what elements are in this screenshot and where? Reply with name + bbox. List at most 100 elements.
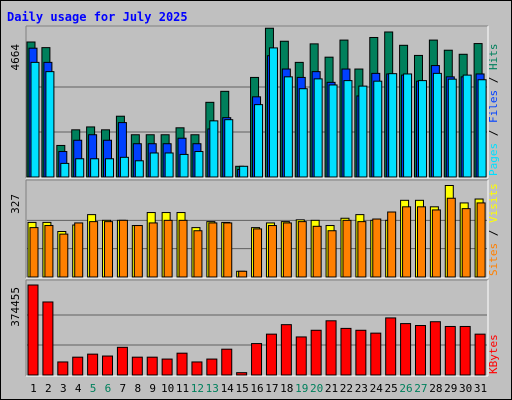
bar-kbytes-kbytes-10 — [161, 358, 173, 376]
bar-hits-pages-7 — [119, 156, 129, 178]
bar-hits-pages-28 — [432, 72, 442, 178]
bar-hits-pages-9 — [149, 152, 159, 178]
legend-visits-part-2: Visits — [487, 183, 500, 223]
bar-hits-pages-30 — [462, 74, 472, 178]
bar-visits-sites-30 — [461, 208, 471, 278]
bar-hits-pages-26 — [403, 73, 413, 178]
bar-visits-sites-28 — [431, 209, 441, 278]
bar-hits-pages-17 — [268, 47, 278, 178]
bar-visits-sites-23 — [357, 221, 367, 278]
bar-kbytes-kbytes-14 — [221, 348, 233, 376]
x-tick-23: 23 — [355, 382, 368, 395]
bar-visits-sites-9 — [148, 222, 158, 278]
bar-kbytes-kbytes-15 — [236, 372, 248, 376]
bar-kbytes-kbytes-27 — [414, 325, 426, 376]
bar-kbytes-kbytes-19 — [295, 336, 307, 376]
bar-kbytes-kbytes-4 — [72, 356, 84, 376]
bar-kbytes-kbytes-6 — [102, 355, 114, 376]
bar-visits-sites-6 — [104, 221, 114, 278]
bar-visits-sites-20 — [312, 225, 322, 278]
bar-kbytes-kbytes-2 — [42, 301, 54, 376]
x-tick-12: 12 — [191, 382, 204, 395]
bar-hits-pages-25 — [388, 73, 398, 178]
bar-hits-pages-12 — [194, 151, 204, 178]
bar-kbytes-kbytes-21 — [325, 320, 337, 376]
x-tick-7: 7 — [120, 382, 127, 395]
bar-kbytes-kbytes-31 — [474, 333, 486, 376]
legend-visits-part-1: / — [487, 223, 500, 243]
bar-visits-sites-19 — [297, 221, 307, 278]
bar-hits-pages-13 — [209, 120, 219, 178]
bar-kbytes-kbytes-1 — [27, 284, 39, 376]
x-tick-13: 13 — [206, 382, 219, 395]
bar-kbytes-kbytes-11 — [176, 352, 188, 376]
legend-hits-part-2: Files — [487, 90, 500, 123]
bar-hits-pages-8 — [134, 160, 144, 178]
bar-hits-pages-6 — [105, 158, 115, 178]
bar-visits-sites-29 — [446, 197, 456, 278]
bar-visits-sites-31 — [476, 202, 486, 278]
bar-hits-pages-21 — [328, 84, 338, 178]
bar-visits-sites-24 — [372, 218, 382, 278]
legend-visits-part-0: Sites — [487, 243, 500, 276]
bar-hits-pages-3 — [60, 162, 70, 178]
x-tick-30: 30 — [459, 382, 472, 395]
x-tick-25: 25 — [385, 382, 398, 395]
bar-kbytes-kbytes-16 — [251, 343, 263, 376]
x-tick-27: 27 — [414, 382, 427, 395]
bar-hits-pages-11 — [179, 153, 189, 178]
bar-kbytes-kbytes-5 — [87, 353, 99, 376]
bar-visits-sites-22 — [342, 219, 352, 278]
bar-visits-sites-3 — [59, 233, 69, 278]
bar-visits-sites-21 — [327, 230, 337, 278]
bar-kbytes-kbytes-24 — [370, 332, 382, 376]
bar-hits-pages-29 — [447, 78, 457, 178]
x-tick-18: 18 — [280, 382, 293, 395]
bar-visits-sites-12 — [193, 230, 203, 278]
legend-hits: Pages / Files / Hits — [487, 44, 500, 177]
x-tick-29: 29 — [444, 382, 457, 395]
bar-visits-sites-7 — [118, 219, 128, 278]
x-tick-19: 19 — [295, 382, 308, 395]
bar-hits-pages-20 — [313, 78, 323, 178]
bar-kbytes-kbytes-23 — [355, 329, 367, 376]
bar-kbytes-kbytes-28 — [429, 321, 441, 376]
bar-visits-sites-1 — [29, 227, 39, 278]
bar-visits-sites-10 — [163, 219, 173, 278]
legend-hits-part-1: / — [487, 123, 500, 143]
legend-hits-part-4: Hits — [487, 44, 500, 71]
bar-kbytes-kbytes-12 — [191, 361, 203, 376]
bar-kbytes-kbytes-29 — [444, 325, 456, 376]
ymax-label-visits: 327 — [9, 194, 22, 214]
bar-kbytes-kbytes-25 — [385, 317, 397, 376]
legend-kbytes-part-0: KBytes — [487, 334, 500, 374]
x-tick-3: 3 — [60, 382, 67, 395]
x-tick-31: 31 — [474, 382, 487, 395]
bar-hits-pages-27 — [417, 80, 427, 178]
x-tick-21: 21 — [325, 382, 338, 395]
bar-visits-sites-13 — [208, 222, 218, 278]
x-tick-15: 15 — [235, 382, 248, 395]
bar-visits-sites-17 — [267, 225, 277, 278]
bar-kbytes-kbytes-13 — [206, 358, 218, 376]
ymax-label-hits: 4664 — [9, 44, 22, 71]
bar-kbytes-kbytes-3 — [57, 361, 69, 376]
legend-hits-part-0: Pages — [487, 143, 500, 176]
bar-hits-pages-15 — [239, 165, 249, 178]
bar-visits-sites-8 — [133, 225, 143, 278]
bar-hits-pages-22 — [343, 80, 353, 178]
x-tick-22: 22 — [340, 382, 353, 395]
bar-visits-sites-26 — [402, 206, 412, 278]
bar-hits-pages-16 — [254, 104, 264, 178]
ymax-label-kbytes: 374455 — [9, 287, 22, 327]
bar-hits-pages-24 — [373, 80, 383, 178]
bar-visits-sites-18 — [282, 222, 292, 278]
chart-title: Daily usage for July 2025 — [7, 10, 188, 24]
bar-visits-sites-5 — [89, 221, 99, 278]
x-tick-28: 28 — [429, 382, 442, 395]
x-tick-6: 6 — [105, 382, 112, 395]
bar-kbytes-kbytes-18 — [280, 324, 292, 376]
bar-visits-sites-27 — [416, 206, 426, 278]
bar-kbytes-kbytes-30 — [459, 325, 471, 376]
